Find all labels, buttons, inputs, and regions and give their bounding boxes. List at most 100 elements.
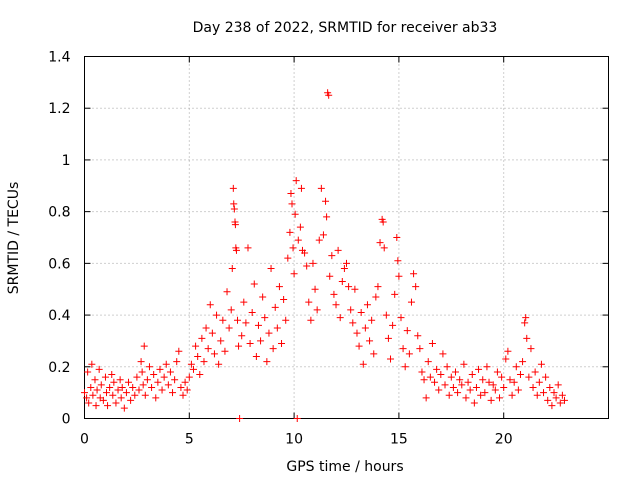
data-point: [447, 373, 455, 381]
data-point: [508, 391, 516, 399]
data-point: [116, 376, 124, 384]
data-point: [164, 381, 172, 389]
data-point: [394, 257, 402, 265]
data-point: [325, 91, 333, 99]
data-point: [311, 285, 319, 293]
data-point: [297, 184, 305, 192]
data-point: [261, 314, 269, 322]
data-point: [166, 368, 174, 376]
data-point: [171, 376, 179, 384]
data-point: [523, 334, 531, 342]
data-point: [106, 383, 114, 391]
y-axis-title: SRMTID / TECUs: [6, 182, 22, 295]
data-point: [405, 350, 413, 358]
data-point: [200, 358, 208, 366]
data-point: [387, 355, 395, 363]
data-point: [137, 358, 145, 366]
data-point: [263, 358, 271, 366]
data-point: [531, 368, 539, 376]
data-point: [414, 332, 422, 340]
data-point: [101, 373, 109, 381]
data-point: [254, 321, 262, 329]
data-point: [169, 389, 177, 397]
data-point: [502, 355, 510, 363]
data-point: [103, 389, 111, 397]
data-point: [323, 213, 331, 221]
data-point: [192, 342, 200, 350]
data-point: [355, 342, 363, 350]
data-point: [560, 396, 568, 404]
y-tick-labels: 0 0.2 0.4 0.6 0.8 1 1.2 1.4: [48, 50, 70, 428]
data-point: [529, 383, 537, 391]
y-tick-label: 0.8: [48, 205, 70, 221]
data-point: [230, 200, 238, 208]
data-point: [533, 391, 541, 399]
data-point: [286, 228, 294, 236]
data-point: [83, 394, 91, 402]
data-point: [307, 316, 315, 324]
data-point: [210, 350, 218, 358]
data-point: [332, 301, 340, 309]
data-point: [328, 252, 336, 260]
data-point: [506, 376, 514, 384]
data-point: [445, 391, 453, 399]
data-point: [109, 391, 117, 399]
data-point: [395, 272, 403, 280]
data-point: [208, 329, 216, 337]
data-point: [475, 365, 483, 373]
data-point: [219, 316, 227, 324]
data-point: [87, 383, 95, 391]
data-point: [235, 342, 243, 350]
data-point: [468, 371, 476, 379]
data-point: [410, 270, 418, 278]
data-point: [481, 389, 489, 397]
data-point: [407, 298, 415, 306]
data-point: [275, 283, 283, 291]
data-point: [487, 396, 495, 404]
data-point: [397, 314, 405, 322]
data-point: [443, 363, 451, 371]
data-point: [288, 200, 296, 208]
x-tick-label: 5: [185, 432, 194, 448]
data-point: [451, 368, 459, 376]
data-point: [338, 277, 346, 285]
data-point: [441, 381, 449, 389]
data-point: [537, 360, 545, 368]
data-point: [379, 218, 387, 226]
data-point: [301, 249, 309, 257]
data-point: [88, 360, 96, 368]
data-point: [250, 280, 258, 288]
data-point: [112, 399, 120, 407]
data-point: [108, 371, 116, 379]
data-point: [92, 402, 100, 410]
grid-lines: [84, 56, 609, 419]
data-point: [267, 265, 275, 273]
x-tick-label: 15: [390, 432, 408, 448]
data-point: [173, 358, 181, 366]
data-points: [81, 89, 568, 422]
data-point: [416, 345, 424, 353]
data-point: [393, 234, 401, 241]
data-point: [140, 342, 148, 350]
data-point: [552, 394, 560, 402]
data-point: [287, 190, 295, 198]
data-point: [351, 285, 359, 293]
data-point: [150, 371, 158, 379]
data-point: [122, 389, 130, 397]
data-point: [370, 350, 378, 358]
data-point: [491, 386, 499, 394]
data-point: [284, 254, 292, 262]
data-point: [349, 319, 357, 327]
data-point: [280, 296, 288, 304]
data-point: [519, 358, 527, 366]
data-point: [99, 396, 107, 404]
data-point: [493, 368, 501, 376]
data-point: [527, 345, 535, 353]
data-point: [246, 340, 254, 348]
data-point: [420, 376, 428, 384]
data-point: [114, 386, 122, 394]
data-point: [85, 399, 93, 407]
data-point: [204, 345, 212, 353]
data-point: [293, 415, 301, 422]
